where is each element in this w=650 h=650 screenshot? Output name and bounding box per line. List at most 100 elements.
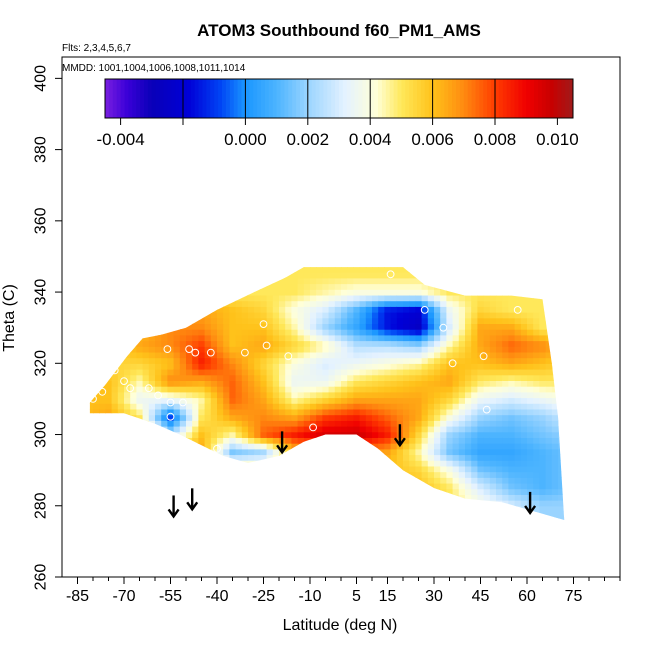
heatmap-cell <box>539 425 547 433</box>
heatmap-cell <box>347 312 354 319</box>
heatmap-cell <box>378 511 385 518</box>
heatmap-cell <box>465 420 472 427</box>
heatmap-cell <box>204 380 212 387</box>
heatmap-cell <box>235 425 243 433</box>
heatmap-cell <box>347 380 354 387</box>
heatmap-cell <box>458 517 466 520</box>
heatmap-cell <box>217 357 224 364</box>
heatmap-cell <box>427 323 435 330</box>
heatmap-cell <box>136 477 144 484</box>
heatmap-cell <box>489 300 497 307</box>
heatmap-cell <box>328 317 336 325</box>
heatmap-cell <box>316 312 323 319</box>
heatmap-cell <box>434 414 441 421</box>
heatmap-cell <box>111 397 119 404</box>
heatmap-cell <box>186 425 193 433</box>
heatmap-cell <box>328 294 336 302</box>
colorbar-swatch <box>530 79 535 118</box>
heatmap-cell <box>93 403 100 410</box>
heatmap-cell <box>179 437 187 444</box>
heatmap-cell <box>421 511 429 518</box>
heatmap-cell <box>279 283 286 290</box>
heatmap-cell <box>179 408 187 416</box>
y-tick-label: 400 <box>33 65 50 92</box>
heatmap-cell <box>396 357 404 364</box>
heatmap-cell <box>396 363 404 370</box>
heatmap-cell <box>483 283 491 290</box>
heatmap-cell <box>347 494 354 501</box>
heatmap-cell <box>229 312 237 319</box>
heatmap-cell <box>235 300 243 307</box>
heatmap-cell <box>322 448 330 456</box>
heatmap-cell <box>360 255 367 261</box>
heatmap-cell <box>446 323 454 330</box>
heatmap-cell <box>93 494 100 501</box>
heatmap-cell <box>384 403 392 410</box>
heatmap-cell <box>533 391 540 399</box>
heatmap-cell <box>527 340 534 347</box>
heatmap-cell <box>434 294 441 302</box>
heatmap-cell <box>452 369 460 376</box>
heatmap-cell <box>558 505 565 513</box>
heatmap-cell <box>378 431 385 438</box>
heatmap-cell <box>564 329 565 336</box>
heatmap-cell <box>186 329 193 336</box>
heatmap-cell <box>483 420 491 427</box>
heatmap-cell <box>384 346 392 353</box>
heatmap-cell <box>179 329 187 336</box>
heatmap-cell <box>359 465 367 473</box>
heatmap-cell <box>403 329 410 336</box>
heatmap-cell <box>396 317 404 325</box>
heatmap-cell <box>353 317 361 325</box>
heatmap-cell <box>403 494 410 501</box>
heatmap-cell <box>396 323 404 330</box>
heatmap-cell <box>217 465 224 473</box>
heatmap-cell <box>508 255 515 261</box>
heatmap-cell <box>347 334 354 342</box>
heatmap-cell <box>285 425 292 433</box>
heatmap-cell <box>359 494 367 501</box>
heatmap-cell <box>527 323 534 330</box>
heatmap-cell <box>496 334 503 342</box>
heatmap-cell <box>347 414 354 421</box>
heatmap-cell <box>93 357 100 364</box>
heatmap-cell <box>477 334 485 342</box>
heatmap-cell <box>558 403 565 410</box>
heatmap-cell <box>210 267 218 273</box>
heatmap-cell <box>390 500 398 507</box>
heatmap-cell <box>409 255 416 261</box>
heatmap-cell <box>328 346 336 353</box>
heatmap-cell <box>421 488 429 495</box>
heatmap-cell <box>155 460 162 467</box>
heatmap-cell <box>489 351 497 359</box>
heatmap-cell <box>384 500 392 507</box>
heatmap-cell <box>89 448 94 456</box>
heatmap-cell <box>465 386 472 393</box>
heatmap-cell <box>161 523 168 529</box>
heatmap-cell <box>148 300 156 307</box>
heatmap-cell <box>545 323 553 330</box>
heatmap-cell <box>99 323 106 330</box>
heatmap-cell <box>545 340 553 347</box>
heatmap-cell <box>310 267 317 273</box>
heatmap-cell <box>415 334 423 342</box>
heatmap-cell <box>279 351 286 359</box>
heatmap-cell <box>111 334 119 342</box>
heatmap-cell <box>291 482 299 490</box>
heatmap-cell <box>514 505 522 513</box>
heatmap-cell <box>229 408 237 416</box>
heatmap-cell <box>179 277 187 285</box>
heatmap-cell <box>112 261 119 267</box>
heatmap-cell <box>81 483 88 489</box>
heatmap-cell <box>471 403 478 410</box>
heatmap-cell <box>111 517 119 520</box>
heatmap-cell <box>403 346 410 353</box>
heatmap-cell <box>254 500 261 507</box>
heatmap-cell <box>235 505 243 513</box>
heatmap-cell <box>142 363 150 370</box>
heatmap-cell <box>539 511 547 518</box>
heatmap-cell <box>285 261 292 267</box>
heatmap-cell <box>409 500 416 507</box>
heatmap-cell <box>136 369 144 376</box>
heatmap-cell <box>403 505 410 513</box>
